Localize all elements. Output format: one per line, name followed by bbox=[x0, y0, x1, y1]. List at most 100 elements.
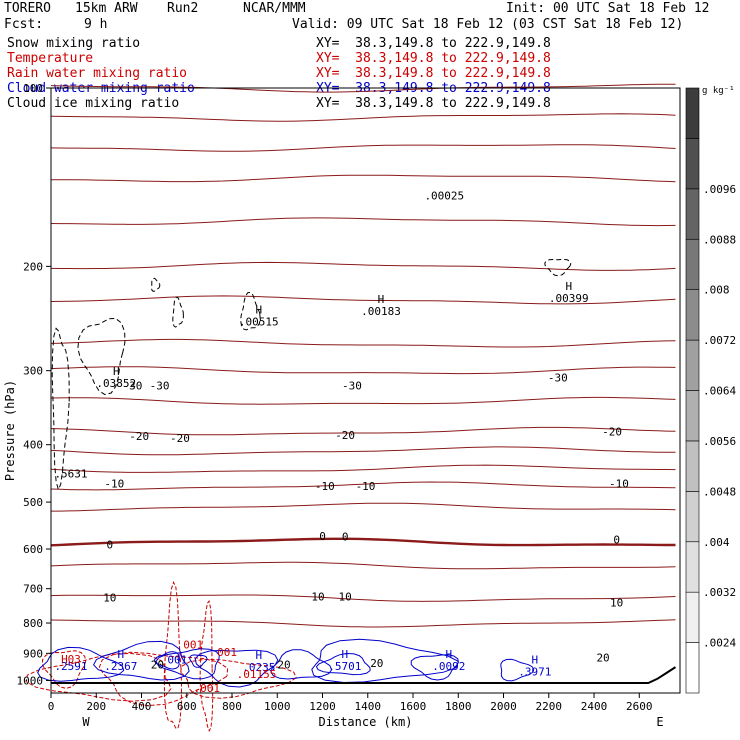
maximum-value: .0092 bbox=[432, 660, 465, 673]
cloud-water-contours bbox=[37, 638, 535, 688]
temperature-label: 20 bbox=[151, 659, 164, 672]
maximum-value: .2591 bbox=[54, 660, 87, 673]
x-end-label-west: W bbox=[82, 715, 90, 729]
temperature-label: 10 bbox=[103, 592, 116, 605]
temperature-label: -20 bbox=[335, 429, 355, 442]
x-end-label-east: E bbox=[656, 715, 663, 729]
temperature-label: 0 bbox=[342, 531, 349, 544]
maximum-marker: H bbox=[565, 280, 572, 293]
cloud-water-contour bbox=[500, 658, 535, 682]
field-name-snow: Snow mixing ratio bbox=[7, 36, 141, 51]
temperature-label: -10 bbox=[609, 477, 629, 490]
maximum-value: .3971 bbox=[518, 665, 551, 678]
x-axis-label: Distance (km) bbox=[319, 715, 413, 729]
maximum-marker: H bbox=[446, 648, 453, 661]
colorbar-tick-label: .0072 bbox=[703, 334, 736, 347]
isotherm--20 bbox=[50, 366, 676, 375]
maximum-value: 001 bbox=[167, 654, 187, 667]
isotherm--40 bbox=[50, 217, 676, 227]
fcst-value: 9 h bbox=[84, 17, 108, 32]
snow-contour bbox=[544, 258, 572, 277]
isotherm--5 bbox=[50, 446, 676, 456]
cloud-water-contour bbox=[37, 646, 125, 682]
colorbar-tick-label: .0056 bbox=[703, 435, 736, 448]
x-tick-label: 2400 bbox=[581, 700, 608, 713]
fcst-label: Fcst: bbox=[4, 17, 44, 32]
snow-contour bbox=[150, 277, 161, 292]
plot-frame bbox=[50, 87, 681, 694]
temperature-label: 0 bbox=[319, 530, 326, 543]
temperature-label: -30 bbox=[548, 371, 568, 384]
isotherm-5 bbox=[50, 481, 676, 491]
colorbar-tick-label: .008 bbox=[703, 284, 730, 297]
colorbar-swatch bbox=[685, 339, 700, 391]
x-tick-label: 0 bbox=[48, 700, 55, 713]
rain-contour bbox=[199, 599, 214, 732]
colorbar-swatch bbox=[685, 188, 700, 240]
temperature-contours bbox=[50, 83, 676, 628]
rain-contours bbox=[25, 580, 297, 732]
temperature-label: 20 bbox=[277, 659, 290, 672]
cloud-water-contour bbox=[189, 654, 208, 668]
field-xy-rain: XY= 38.3,149.8 to 222.9,149.8 bbox=[316, 66, 551, 81]
y-tick-label: 800 bbox=[23, 617, 43, 630]
temperature-label: 10 bbox=[311, 591, 324, 604]
maximum-marker: H bbox=[341, 648, 348, 661]
maximum-value: 001 bbox=[217, 646, 237, 659]
field-name-rain: Rain water mixing ratio bbox=[7, 66, 188, 81]
maximum-marker: H bbox=[117, 648, 124, 661]
contour-labels: -30 -30 -30-30-20 -20 -20 -20-10 -10 -10 -1000 0 0… bbox=[54, 190, 628, 695]
temperature-label: -30 bbox=[123, 380, 143, 393]
snow-contour bbox=[77, 317, 126, 396]
isotherm--15 bbox=[50, 396, 676, 405]
colorbar-swatch bbox=[685, 138, 700, 190]
temperature-label: -30 bbox=[342, 380, 362, 393]
org-label: NCAR/MMM bbox=[243, 1, 306, 16]
isotherm--35 bbox=[50, 261, 676, 271]
x-tick-label: 2200 bbox=[536, 700, 563, 713]
isotherm-20 bbox=[50, 561, 676, 570]
model-name: TORERO bbox=[4, 1, 51, 16]
temperature-label: 0 bbox=[613, 533, 620, 546]
isotherm--30 bbox=[50, 295, 676, 305]
snow-contour bbox=[172, 296, 184, 328]
x-tick-label: 1600 bbox=[400, 700, 427, 713]
maximum-value: .00025 bbox=[424, 190, 464, 203]
y-tick-label: 300 bbox=[23, 365, 43, 378]
x-tick-label: 1400 bbox=[355, 700, 382, 713]
temperature-label: 10 bbox=[339, 591, 352, 604]
y-tick-label: 100 bbox=[23, 82, 43, 95]
x-tick-label: 200 bbox=[86, 700, 106, 713]
maximum-value: .00399 bbox=[549, 292, 589, 305]
x-tick-label: 2000 bbox=[490, 700, 517, 713]
y-tick-label: 1000 bbox=[17, 674, 44, 687]
isotherm--60 bbox=[50, 83, 676, 93]
maximum-value: .03852 bbox=[96, 377, 136, 390]
colorbar-tick-label: .004 bbox=[703, 536, 730, 549]
run-label: Run2 bbox=[167, 1, 199, 16]
temperature-label: 10 bbox=[610, 596, 623, 609]
cloud-water-contour bbox=[92, 640, 190, 681]
cloud-water-contour bbox=[410, 654, 459, 681]
y-tick-label: 900 bbox=[23, 647, 43, 660]
isotherm--45 bbox=[51, 174, 676, 183]
y-tick-label: 400 bbox=[23, 439, 43, 452]
cloud-water-contour bbox=[270, 649, 333, 680]
temperature-label: 20 bbox=[596, 652, 609, 665]
x-tick-label: 1200 bbox=[309, 700, 336, 713]
maximum-marker: H bbox=[378, 293, 385, 306]
isotherm-10 bbox=[51, 502, 676, 512]
colorbar-tick-label: .0032 bbox=[703, 586, 736, 599]
colorbar-swatch bbox=[685, 87, 700, 139]
terrain-surface bbox=[51, 666, 677, 684]
colorbar-swatch bbox=[685, 591, 700, 643]
valid-time: Valid: 09 UTC Sat 18 Feb 12 (03 CST Sat … bbox=[292, 17, 684, 32]
field-xy-cloud-ice: XY= 38.3,149.8 to 222.9,149.8 bbox=[316, 96, 551, 111]
colorbar-swatch bbox=[685, 440, 700, 492]
temperature-label: -20 bbox=[129, 430, 149, 443]
temperature-label: 0 bbox=[107, 539, 114, 552]
maximum-marker: H bbox=[113, 365, 120, 378]
colorbar-swatch bbox=[685, 238, 700, 290]
field-name-cloud-ice: Cloud ice mixing ratio bbox=[7, 96, 180, 111]
